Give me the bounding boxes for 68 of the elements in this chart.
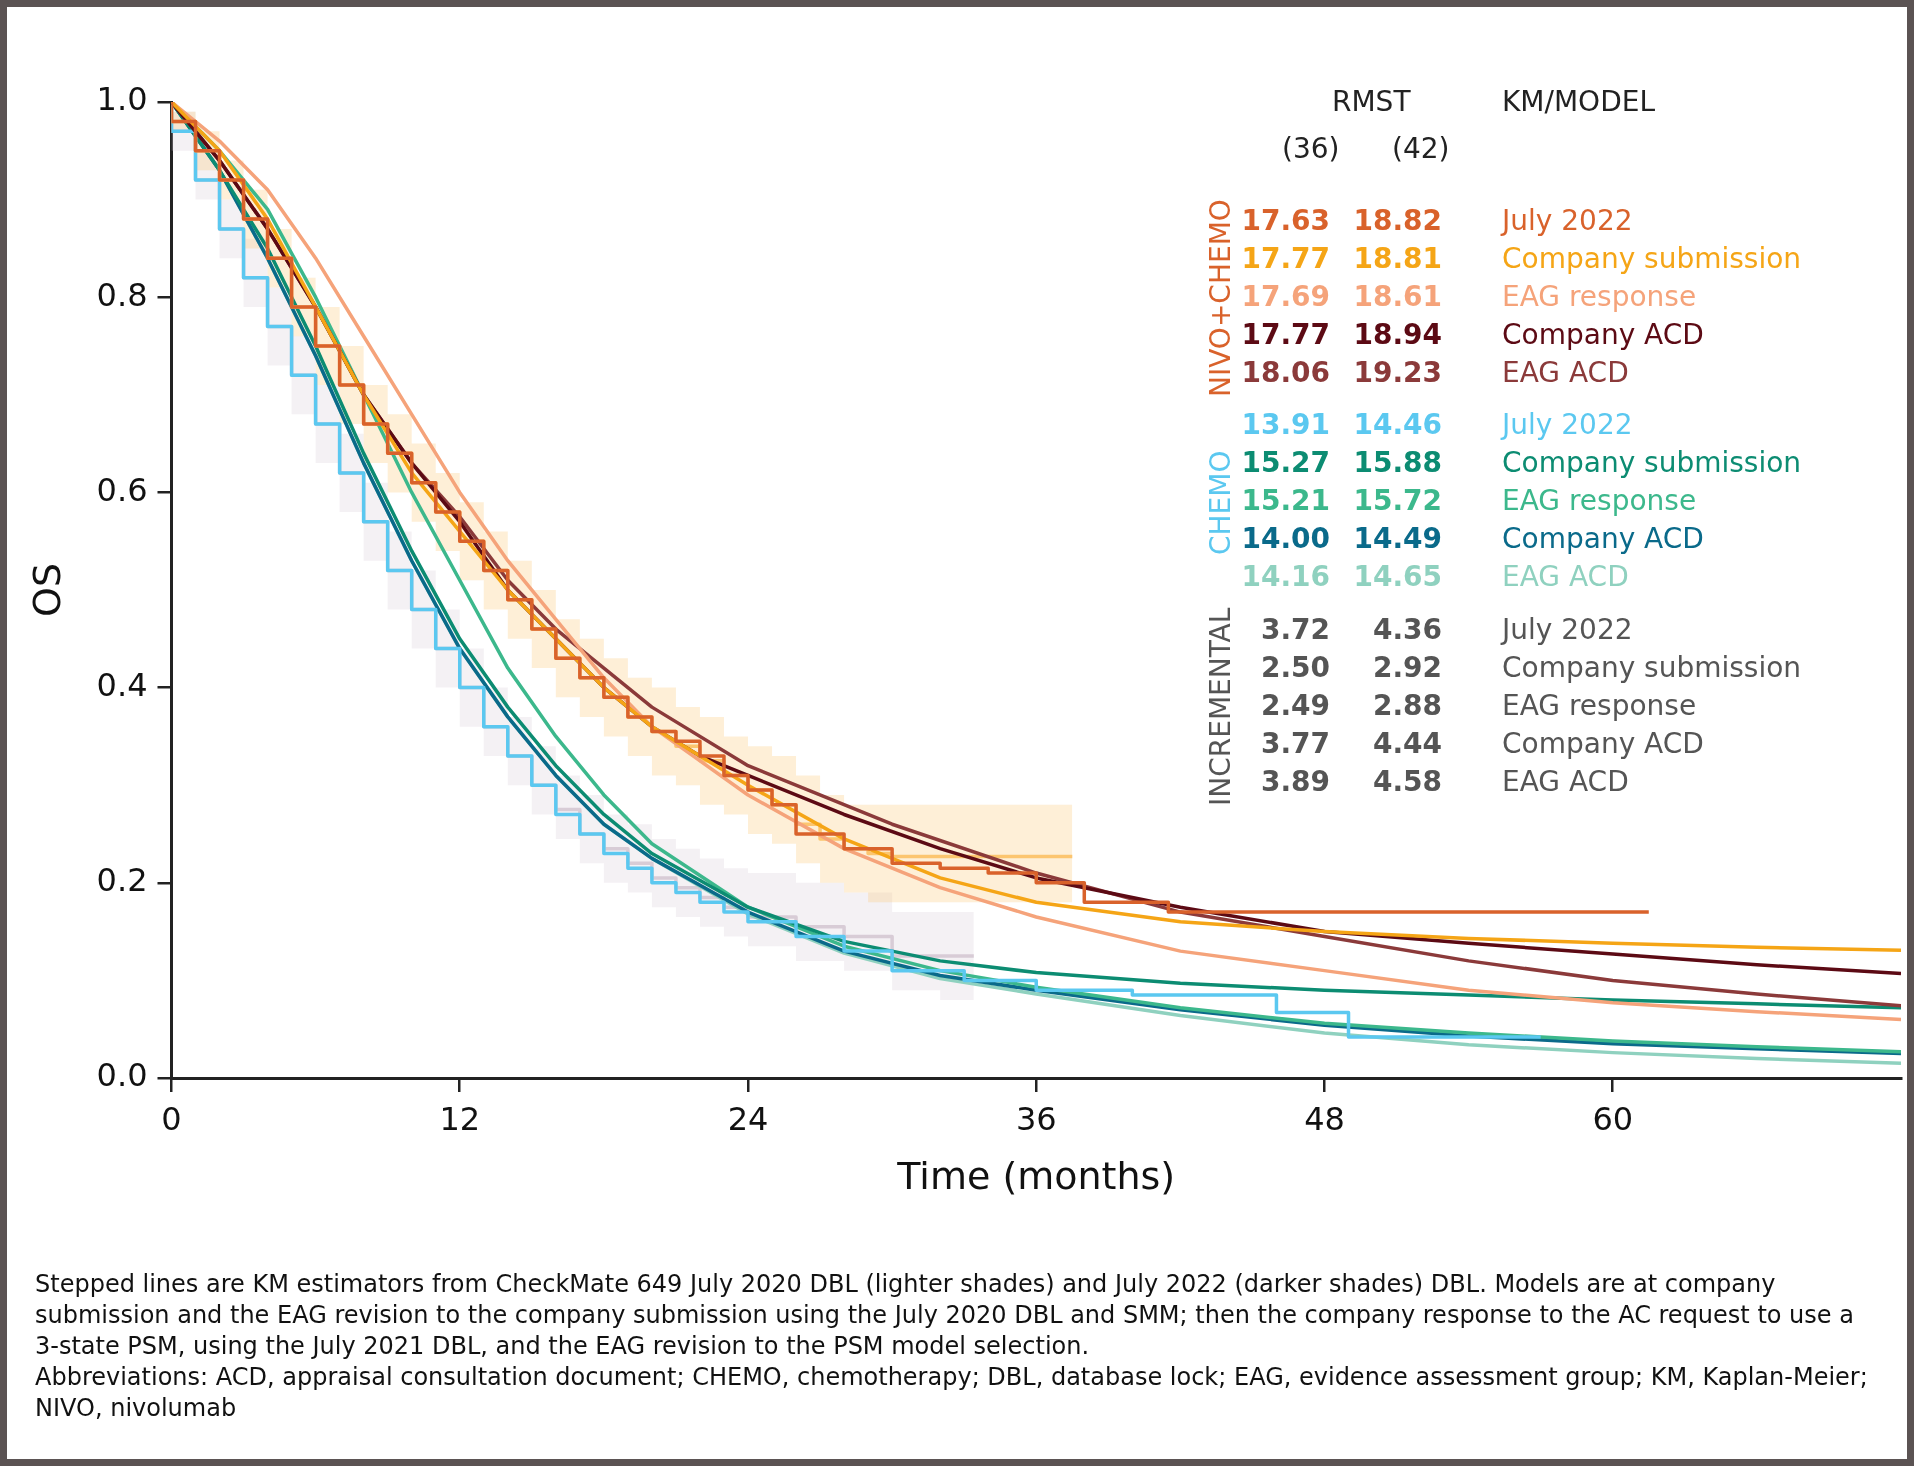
annotation: 3.89 (1259, 765, 1330, 798)
annotation: EAG ACD (1502, 765, 1629, 798)
annotation: 13.91 (1240, 408, 1330, 441)
annotation: 2.50 (1259, 651, 1330, 684)
annotation: 19.23 (1352, 356, 1442, 389)
annotation: 18.94 (1352, 318, 1442, 351)
annotation: INCREMENTAL (1204, 607, 1237, 806)
text: Company ACD (1502, 522, 1704, 555)
annotation: (42) (1392, 132, 1450, 165)
x-tick-label: 0 (161, 1099, 182, 1138)
annotation: RMST (1332, 85, 1411, 118)
y-tick-label: 0.6 (96, 470, 148, 509)
text: EAG response (1502, 484, 1697, 517)
annotation: KM/MODEL (1502, 85, 1656, 118)
annotation: NIVO+CHEMO (1204, 199, 1237, 397)
x-tick-label: 12 (439, 1099, 481, 1138)
annotation: (36) (1282, 132, 1340, 165)
annotation: 3.72 (1259, 613, 1330, 646)
text: EAG ACD (1502, 560, 1629, 593)
x-tick-label: 48 (1304, 1099, 1345, 1138)
annotation: 17.69 (1240, 280, 1330, 313)
annotation: 3.77 (1259, 727, 1330, 760)
annotation: 15.21 (1240, 484, 1330, 517)
annotation: 18.61 (1352, 280, 1442, 313)
annotation: 18.81 (1352, 242, 1442, 275)
text: EAG response (1502, 280, 1697, 313)
annotation: 18.06 (1240, 356, 1330, 389)
y-tick-label: 0.2 (96, 861, 148, 900)
y-tick-label: 1.0 (96, 80, 148, 119)
annotation: 14.00 (1240, 522, 1330, 555)
annotation: 14.46 (1352, 408, 1442, 441)
annotation: Company ACD (1502, 727, 1704, 760)
text: Company submission (1502, 242, 1802, 275)
annotation: Company submission (1502, 651, 1802, 684)
text: July 2022 (1502, 204, 1633, 237)
y-tick-label: 0.0 (96, 1056, 148, 1095)
annotation: 2.92 (1371, 651, 1442, 684)
annotation: CHEMO (1204, 450, 1237, 555)
annotation: 14.65 (1352, 560, 1442, 593)
annotation: 2.88 (1371, 689, 1442, 722)
annotation: 4.36 (1371, 613, 1442, 646)
annotation: 17.63 (1240, 204, 1330, 237)
annotation: 2.49 (1259, 689, 1330, 722)
text: Stepped lines are KM estimators from CheckMate 649 July 2020 DBL (lighter shades) and July 2022 (darker shades) DBL. Models are at company submission and the EAG revision to the company submission using the July 2020 DBL and SMM; then the company response to the AC request to use a 3-state PSM, using the July 2021 DBL, and the EAG revision to the PSM model selection. (35, 1269, 1855, 1362)
x-tick-label: 36 (1015, 1099, 1057, 1138)
text: Company submission (1502, 446, 1802, 479)
annotation: July 2022 (1502, 613, 1633, 646)
annotation: 14.16 (1240, 560, 1330, 593)
text: Company ACD (1502, 318, 1704, 351)
annotation: 15.88 (1352, 446, 1442, 479)
annotation: 15.27 (1240, 446, 1330, 479)
y-tick-label: 0.8 (96, 275, 148, 314)
x-axis-title: Time (months) (896, 1154, 1176, 1199)
text: July 2022 (1502, 408, 1633, 441)
x-tick-label: 60 (1592, 1099, 1634, 1138)
text: Abbreviations: ACD, appraisal consultation document; CHEMO, chemotherapy; DBL, database lock; EAG, evidence assessment group; KM, Kaplan-Meier; NIVO, nivolumab (35, 1362, 1869, 1424)
x-tick-label: 24 (727, 1099, 769, 1138)
annotation: 4.44 (1371, 727, 1442, 760)
annotation: 15.72 (1352, 484, 1442, 517)
annotation: 17.77 (1240, 318, 1330, 351)
y-tick-label: 0.4 (96, 665, 148, 704)
y-axis-title: OS (24, 562, 69, 618)
annotation: 14.49 (1352, 522, 1442, 555)
annotation: 17.77 (1240, 242, 1330, 275)
annotation: 4.58 (1371, 765, 1442, 798)
annotation: EAG response (1502, 689, 1697, 722)
text: EAG ACD (1502, 356, 1629, 389)
annotation: 18.82 (1352, 204, 1442, 237)
